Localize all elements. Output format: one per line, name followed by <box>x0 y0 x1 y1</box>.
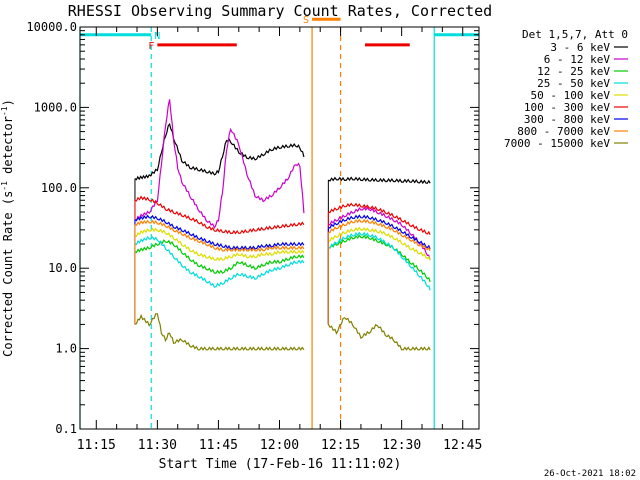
legend-label: 100 - 300 keV <box>524 101 610 114</box>
series-segment <box>327 317 431 351</box>
axes: 0.1 1.0 10.0 100.0 1000.0 10000.0 11:15 11:30 11… <box>26 20 482 453</box>
x-tick-label: 11:30 <box>138 438 177 453</box>
y-tick-label: 1.0 <box>55 342 77 356</box>
legend-title: Det 1,5,7, Att 0 <box>522 28 628 41</box>
series-segment <box>134 239 305 275</box>
series-segment <box>328 234 431 283</box>
x-tick-label: 12:30 <box>382 438 421 453</box>
series-segment <box>134 214 305 250</box>
x-tick-label: 11:15 <box>77 438 116 453</box>
series-segment <box>134 219 305 252</box>
y-tick-label: 10.0 <box>48 261 77 275</box>
series-segment <box>328 202 431 235</box>
y-tick-label: 10000.0 <box>26 20 77 34</box>
y-axis-label: Corrected Count Rate (s-1 detector-1) <box>0 99 15 357</box>
y-tick-label: 0.1 <box>55 422 77 436</box>
series-segment <box>134 195 305 235</box>
legend-label: 3 - 6 keV <box>550 41 610 54</box>
series-6-12-keV-kev <box>134 99 431 325</box>
flag-label-f: F <box>148 41 154 52</box>
series-7000-15000-keV-kev <box>134 313 431 351</box>
series-segment <box>134 235 305 288</box>
series-segment <box>328 218 431 252</box>
legend-label: 7000 - 15000 keV <box>504 137 610 150</box>
x-tick-label: 11:45 <box>199 438 238 453</box>
x-tick-label: 12:00 <box>260 438 299 453</box>
series-segment <box>328 226 431 261</box>
legend-label: 12 - 25 keV <box>537 65 610 78</box>
flag-label-s: S <box>303 15 309 26</box>
series-segment <box>328 214 431 250</box>
x-axis-label: Start Time (17-Feb-16 11:11:02) <box>159 457 402 472</box>
y-tick-label: 1000.0 <box>34 100 77 114</box>
x-tick-label: 12:45 <box>443 438 482 453</box>
y-tick-label: 100.0 <box>41 181 77 195</box>
legend-label: 300 - 800 keV <box>524 113 610 126</box>
series-segment <box>134 227 305 262</box>
flag-bars: FN S <box>80 15 479 52</box>
legend-label: 6 - 12 keV <box>544 53 611 66</box>
series-segment <box>328 176 431 185</box>
time-markers <box>79 27 435 429</box>
x-tick-label: 12:15 <box>321 438 360 453</box>
chart-title: RHESSI Observing Summary Count Rates, Co… <box>68 2 492 20</box>
series-segment <box>328 231 431 291</box>
series-segment <box>134 122 305 181</box>
series-12-25-keV-kev <box>134 234 431 325</box>
series-segment <box>328 206 431 261</box>
legend-label: 25 - 50 keV <box>537 77 610 90</box>
legend-label: 50 - 100 keV <box>531 89 611 102</box>
series-800-7000-keV-kev <box>134 218 431 325</box>
legend-label: 800 - 7000 keV <box>517 125 610 138</box>
plot-series <box>134 99 431 351</box>
series-segment <box>134 313 305 351</box>
flag-label-n: N <box>154 31 160 42</box>
footer-timestamp: 26-Oct-2021 18:02 <box>544 469 636 479</box>
series-segment <box>134 99 305 229</box>
